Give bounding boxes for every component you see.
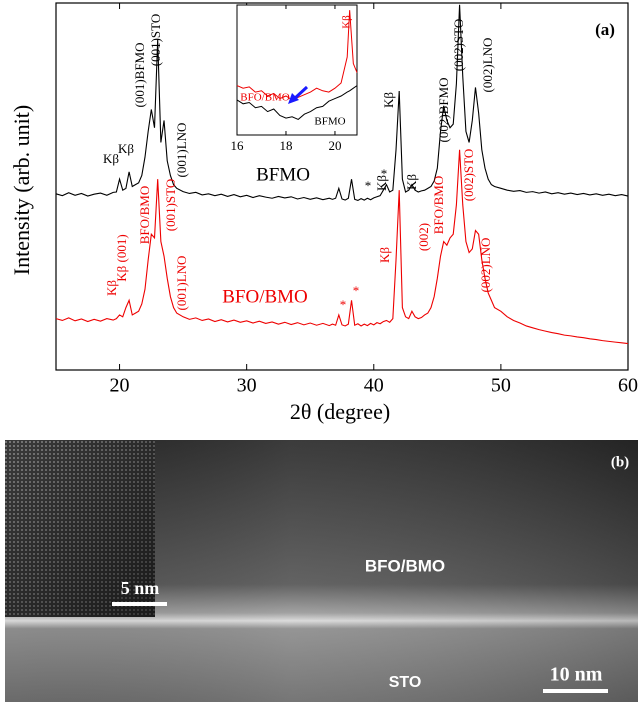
- peak-label: *: [381, 166, 388, 181]
- x-tick-label: 20: [328, 138, 341, 153]
- peak-label: (001)STO: [148, 14, 163, 66]
- tem-inset-shade: [5, 440, 155, 617]
- x-tick-label: 16: [231, 138, 245, 153]
- arrow-shaft: [292, 85, 309, 101]
- peak-label: Kβ: [341, 15, 353, 29]
- region-label: BFO/BMO: [365, 556, 445, 575]
- series-line: [55, 4, 629, 202]
- scale-bar: [112, 602, 167, 606]
- series-line: [236, 85, 358, 120]
- peak-label: (001)BFMO: [132, 42, 147, 107]
- tem-panel: (b) BFO/BMO STO 5 nm 10 nm: [5, 440, 638, 702]
- series-label: BFO/BMO: [222, 286, 308, 307]
- series-line: [236, 10, 358, 101]
- peak-label: (001)LNO: [174, 256, 189, 311]
- peak-label: *: [340, 297, 347, 312]
- panel-label: (a): [595, 20, 615, 39]
- x-tick-label: 50: [491, 375, 511, 397]
- x-axis-label: 2θ (degree): [290, 399, 390, 424]
- inset-frame: [236, 4, 358, 136]
- peak-label: (002)LNO: [480, 38, 495, 93]
- peak-label: (001)STO: [163, 179, 178, 231]
- x-tick-label: 30: [237, 375, 257, 397]
- peak-label: (002)LNO: [478, 238, 493, 293]
- peak-label: Kβ: [374, 175, 389, 191]
- peak-label: (002)BFMO: [436, 77, 451, 142]
- peak-label: Kβ (001): [114, 234, 129, 281]
- scale-bar-label: 5 nm: [121, 578, 160, 598]
- x-tick-label: 40: [364, 375, 384, 397]
- peak-label: Kβ: [381, 92, 396, 108]
- x-tick-label: 60: [618, 375, 638, 397]
- inset-panel: 16 18 20 Kβ BFO/BMO BFMO: [231, 4, 358, 153]
- scale-bar: [543, 689, 608, 693]
- peak-label: *: [365, 178, 372, 193]
- peak-label: Kβ: [377, 247, 392, 263]
- x-tick-label: 18: [279, 138, 292, 153]
- series-label: BFO/BMO: [240, 92, 290, 104]
- peak-label: Kβ: [404, 174, 419, 190]
- plot-frame: [55, 2, 629, 371]
- peak-label: BFO/BMO: [137, 186, 152, 245]
- peak-label: (002)STO: [451, 19, 466, 71]
- series-label: BFMO: [314, 116, 345, 128]
- panel-label: (b): [611, 454, 629, 470]
- peak-label: *: [353, 283, 360, 298]
- region-label: STO: [389, 674, 422, 691]
- xrd-panel: (a) 2θ (degree) Intensity (arb. unit) 20…: [9, 2, 638, 424]
- peak-label: Kβ: [118, 141, 134, 156]
- peak-label: BFO/BMO: [431, 176, 446, 235]
- peak-label: Kβ: [103, 151, 119, 166]
- scale-bar-label: 10 nm: [550, 664, 603, 686]
- arrow-head: [288, 93, 299, 104]
- peak-label: (002): [416, 223, 431, 251]
- y-axis-label: Intensity (arb. unit): [9, 105, 34, 275]
- peak-label: (001)LNO: [174, 123, 189, 178]
- series-line: [55, 149, 629, 345]
- peak-label: Kβ: [104, 280, 119, 296]
- peak-label: (002)STO: [461, 149, 476, 201]
- series-label: BFMO: [256, 164, 310, 185]
- x-tick-label: 20: [110, 375, 130, 397]
